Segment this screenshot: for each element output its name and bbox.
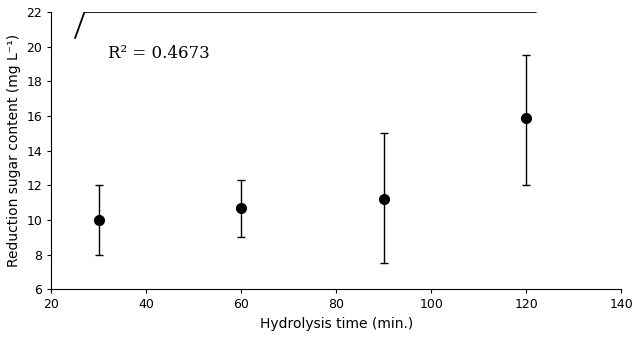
Text: R² = 0.4673: R² = 0.4673 [108, 45, 210, 62]
Y-axis label: Reduction sugar content (mg L⁻¹): Reduction sugar content (mg L⁻¹) [7, 34, 21, 267]
X-axis label: Hydrolysis time (min.): Hydrolysis time (min.) [260, 317, 413, 331]
